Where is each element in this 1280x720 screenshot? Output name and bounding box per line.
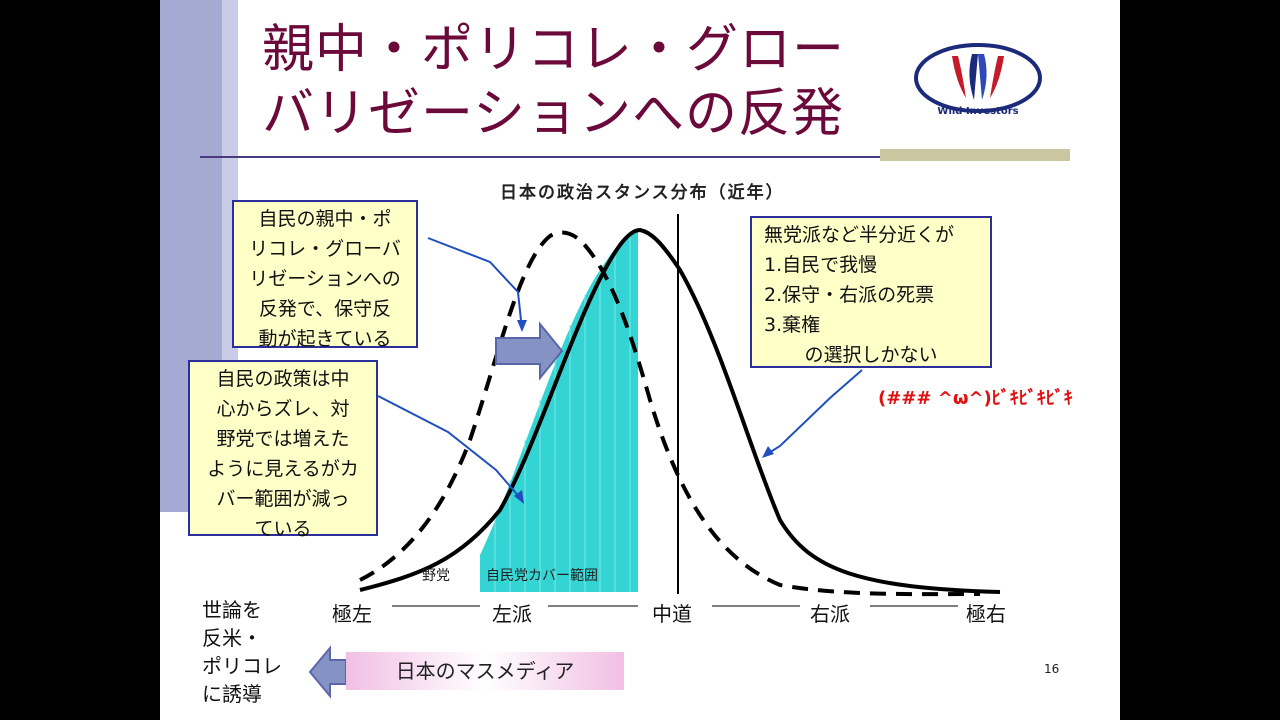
callout-line: 3.棄権 <box>764 314 821 336</box>
callout-line: 1.自民で我慢 <box>764 254 878 276</box>
callout-line: 自民の親中・ポ <box>258 208 392 230</box>
callout-conservative-backlash: 自民の親中・ポ リコレ・グローバ リゼーションへの 反発で、保守反 動が起きてい… <box>232 200 418 350</box>
callout-line: リコレ・グローバ <box>249 238 401 260</box>
left-text-line: ポリコレ <box>202 654 282 678</box>
callout-line: 心からズレ、対 <box>216 398 350 420</box>
title-divider-accent <box>880 149 1070 161</box>
page-number: 16 <box>1044 662 1060 676</box>
axis-label-right: 右派 <box>810 602 850 626</box>
coverage-label: 自民党カバー範囲 <box>486 567 598 584</box>
opposition-label: 野党 <box>422 568 450 584</box>
angry-emote: (### ^ω^)ﾋﾞｷﾋﾞｷﾋﾞｷ <box>878 388 1073 409</box>
callout-policy-shift: 自民の政策は中 心からズレ、対 野党では増えた ように見えるがカ バー範囲が減っ… <box>188 360 378 540</box>
callout-line: 2.保守・右派の死票 <box>764 284 935 306</box>
callout-line: リゼーションへの <box>249 268 401 290</box>
callout-line: 動が起きている <box>258 328 392 350</box>
callout-line: ている <box>254 518 312 540</box>
callout-pointer-right <box>763 369 863 457</box>
callout-line: バー範囲が減っ <box>216 488 350 510</box>
left-text-line: 反米・ <box>202 626 262 650</box>
axis-label-center: 中道 <box>652 602 692 626</box>
distribution-chart: 野党 自民党カバー範囲 <box>308 214 1001 699</box>
shift-right-arrow <box>495 321 564 381</box>
callout-line: の選択しかない <box>804 344 938 366</box>
callout-line: 野党では増えた <box>216 428 350 450</box>
slide: 親中・ポリコレ・グロー バリゼーションへの反発 Wild Investors 日… <box>160 0 1120 720</box>
mass-media-box: 日本のマスメディア <box>346 652 624 690</box>
callout-independents: 無党派など半分近くが 1.自民で我慢 2.保守・右派の死票 3.棄権 の選択しか… <box>750 216 992 368</box>
slide-title: 親中・ポリコレ・グロー バリゼーションへの反発 <box>262 18 962 146</box>
current-distribution-curve <box>359 227 1001 594</box>
logo-caption: Wild Investors <box>937 106 1019 117</box>
left-text-line: 世論を <box>202 598 262 622</box>
callout-pointer-bottom <box>377 395 523 501</box>
axis-label-left: 左派 <box>492 602 532 626</box>
public-opinion-text: 世論を 反米・ ポリコレ に誘導 <box>202 596 282 708</box>
callout-line: 反発で、保守反 <box>258 298 392 320</box>
callout-line: ように見えるがカ <box>207 458 359 480</box>
wild-investors-logo-icon <box>914 43 1042 113</box>
title-line-1: 親中・ポリコレ・グロー <box>262 20 846 80</box>
title-line-2: バリゼーションへの反発 <box>262 84 844 144</box>
coverage-hatch <box>494 236 631 592</box>
axis-label-far-right: 極右 <box>966 602 1006 626</box>
callout-line: 自民の政策は中 <box>216 368 350 390</box>
callout-line: 無党派など半分近くが <box>764 224 955 246</box>
left-text-line: に誘導 <box>202 682 262 706</box>
left-arrow <box>308 645 347 699</box>
previous-distribution-curve <box>359 230 981 597</box>
chart-title: 日本の政治スタンス分布（近年） <box>500 183 785 203</box>
title-divider <box>200 156 1070 158</box>
ldp-coverage-area <box>480 230 638 592</box>
callout-pointer-top <box>427 237 523 331</box>
axis-label-far-left: 極左 <box>332 602 372 626</box>
